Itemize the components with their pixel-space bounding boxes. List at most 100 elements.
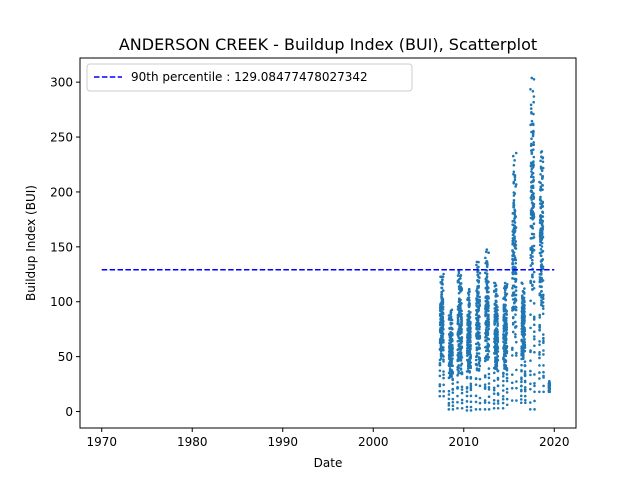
scatter-point [487, 325, 490, 328]
scatter-point [469, 394, 473, 398]
scatter-point [441, 312, 445, 316]
scatter-point [505, 387, 509, 391]
scatter-point [529, 253, 533, 257]
scatter-point [468, 351, 472, 354]
scatter-point [505, 328, 509, 331]
scatter-point [451, 350, 454, 354]
scatter-point [450, 318, 454, 322]
scatter-point [442, 348, 445, 352]
scatter-point [511, 286, 514, 290]
scatter-point [531, 275, 534, 279]
scatter-point [520, 369, 523, 373]
scatter-point [465, 375, 469, 379]
scatter-point [496, 406, 500, 410]
scatter-point [460, 391, 464, 395]
scatter-point [487, 401, 491, 404]
scatter-point [487, 323, 491, 326]
scatter-point [496, 317, 499, 320]
scatter-point [532, 222, 536, 226]
scatter-point [478, 401, 482, 405]
scatter-point [441, 283, 444, 286]
scatter-point [548, 390, 552, 394]
scatter-point [478, 334, 482, 338]
scatter-point [505, 397, 509, 401]
scatter-point [460, 385, 464, 389]
scatter-point [496, 369, 500, 373]
scatter-point [533, 373, 536, 376]
scatter-point [460, 330, 463, 333]
scatter-point [529, 401, 532, 404]
scatter-point [478, 300, 481, 303]
scatter-point [538, 243, 542, 247]
scatter-point [478, 325, 481, 328]
scatter-point [522, 335, 525, 339]
scatter-point [469, 343, 472, 347]
scatter-point [476, 341, 480, 345]
scatter-point [442, 360, 445, 363]
scatter-point [459, 274, 463, 277]
scatter-point [504, 298, 508, 302]
scatter-point [442, 272, 445, 276]
scatter-point [492, 402, 496, 405]
scatter-point [530, 224, 534, 228]
scatter-point [514, 308, 518, 312]
scatter-point [474, 342, 478, 346]
scatter-point [514, 313, 517, 316]
scatter-point [538, 353, 541, 356]
scatter-point [478, 356, 482, 360]
scatter-point [540, 299, 543, 302]
scatter-point [531, 226, 534, 230]
scatter-point [529, 264, 533, 267]
scatter-point [487, 376, 491, 380]
scatter-point [540, 285, 543, 289]
scatter-point [511, 277, 514, 280]
scatter-point [442, 390, 445, 393]
scatter-point [501, 375, 505, 378]
scatter-point [538, 377, 541, 380]
scatter-point [496, 305, 499, 309]
scatter-point [441, 323, 445, 327]
scatter-point [523, 389, 527, 393]
scatter-point [459, 367, 463, 370]
scatter-point [532, 160, 535, 163]
scatter-point [515, 380, 518, 383]
scatter-point [519, 398, 523, 401]
scatter-point [438, 383, 442, 386]
scatter-point [442, 327, 445, 331]
scatter-point [522, 292, 526, 295]
scatter-point [450, 359, 454, 363]
scatter-point [529, 299, 532, 303]
scatter-point [469, 409, 473, 412]
scatter-point [477, 352, 481, 355]
scatter-point [501, 384, 505, 387]
scatter-point [441, 305, 445, 309]
x-axis-label: Date [314, 456, 343, 470]
scatter-point [441, 302, 445, 306]
scatter-point [469, 384, 473, 388]
scatter-point [469, 386, 473, 390]
scatter-point [542, 364, 545, 367]
scatter-point [496, 314, 499, 318]
scatter-point [531, 186, 535, 190]
scatter-point [447, 393, 451, 396]
scatter-point [484, 256, 487, 260]
scatter-point [532, 280, 536, 284]
scatter-point [512, 199, 516, 202]
scatter-point [466, 323, 469, 327]
scatter-point [447, 408, 451, 411]
scatter-point [487, 313, 490, 317]
scatter-point [515, 399, 518, 402]
scatter-point [487, 286, 490, 290]
scatter-point [438, 389, 442, 393]
scatter-point [505, 376, 509, 380]
scatter-point [459, 277, 462, 280]
scatter-point [505, 379, 509, 383]
scatter-point [514, 240, 518, 243]
scatter-point [530, 143, 534, 147]
scatter-point [505, 337, 508, 341]
scatter-point [529, 359, 532, 362]
scatter-point [469, 326, 472, 330]
scatter-point [456, 400, 459, 404]
scatter-point [531, 283, 534, 287]
scatter-point [503, 281, 507, 285]
